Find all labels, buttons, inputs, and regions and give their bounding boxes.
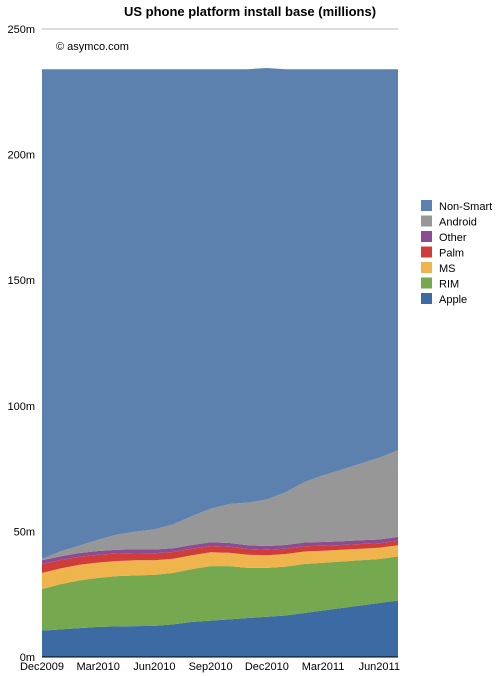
- legend-swatch-android: [421, 215, 432, 227]
- area-layers: [42, 67, 398, 657]
- area-ms: [42, 545, 398, 590]
- x-tick-label: Dec2009: [20, 661, 64, 673]
- x-tick-label: Jun2010: [133, 661, 175, 673]
- y-tick-label: 250m: [7, 24, 35, 36]
- y-tick-label: 150m: [7, 275, 35, 287]
- chart-title: US phone platform install base (millions…: [124, 4, 376, 19]
- legend-label-rim: RIM: [439, 279, 459, 291]
- legend-swatch-apple: [421, 293, 432, 304]
- x-tick-label: Sep2010: [189, 661, 233, 673]
- x-axis: Dec2009 Mar2010 Jun2010 Sep2010 Dec2010 Mar20…: [20, 661, 400, 673]
- x-tick-label: Mar2011: [302, 661, 345, 673]
- legend-label-other: Other: [439, 232, 467, 244]
- y-axis: 0m 50m 100m 150m 200m 250m: [7, 24, 35, 664]
- area-other: [42, 536, 398, 565]
- area-palm: [42, 540, 398, 573]
- x-tick-label: Dec2010: [245, 661, 289, 673]
- area-non-smart: [42, 67, 398, 560]
- legend-label-android: Android: [439, 217, 477, 229]
- legend-swatch-palm: [421, 246, 432, 258]
- legend: Non-Smart Android Other Palm MS RIM Apple: [421, 200, 492, 306]
- plot-frame: [42, 28, 398, 658]
- legend-label-ms: MS: [439, 263, 456, 275]
- x-tick-label: Mar2010: [76, 661, 119, 673]
- area-android: [42, 450, 398, 561]
- area-apple: [42, 600, 398, 657]
- copyright-annotation: © asymco.com: [56, 41, 129, 53]
- legend-swatch-rim: [421, 277, 432, 289]
- legend-label-palm: Palm: [439, 248, 464, 260]
- y-tick-label: 0m: [20, 652, 35, 664]
- y-tick-label: 50m: [14, 526, 35, 538]
- area-rim: [42, 556, 398, 631]
- legend-swatch-non-smart: [421, 200, 432, 211]
- legend-swatch-ms: [421, 262, 432, 273]
- legend-label-apple: Apple: [439, 294, 467, 306]
- legend-swatch-other: [421, 231, 432, 242]
- x-tick-label: Jun2011: [359, 661, 400, 673]
- y-tick-label: 100m: [7, 401, 35, 413]
- y-tick-label: 200m: [7, 150, 35, 162]
- legend-label-non-smart: Non-Smart: [439, 201, 492, 213]
